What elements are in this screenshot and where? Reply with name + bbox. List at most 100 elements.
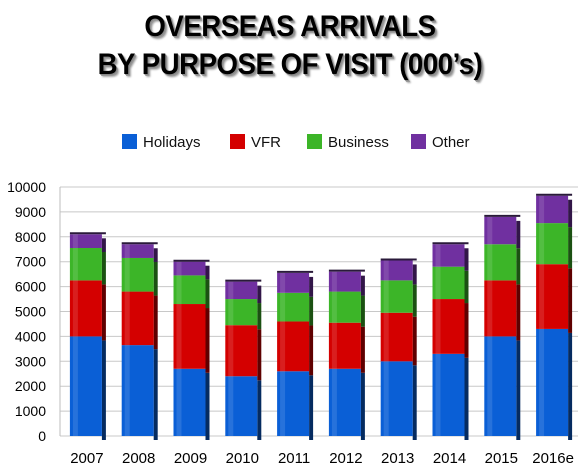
bar-highlight (435, 353, 441, 436)
legend-swatch (122, 134, 137, 149)
legend-label: VFR (251, 134, 281, 151)
bar-highlight (435, 244, 441, 267)
bar-side-business (516, 248, 521, 285)
legend-item-vfr: VFR (230, 134, 281, 151)
bar-highlight (228, 376, 234, 436)
bar-stack-2009 (173, 259, 210, 440)
bar-side-holidays (516, 340, 521, 440)
bar-side-vfr (464, 303, 469, 358)
y-tick-label: 3000 (15, 353, 46, 369)
bar-highlight (72, 234, 78, 249)
bar-highlight (539, 223, 545, 265)
y-tick-label: 10000 (7, 179, 46, 195)
bar-segment-vfr (277, 321, 310, 372)
bar-side-vfr (205, 308, 210, 373)
bar-segment-other (484, 216, 517, 245)
bar-side-business (101, 252, 106, 285)
bar-segment-vfr (121, 291, 154, 346)
bar-side-business (568, 227, 573, 269)
bar-highlight (176, 368, 182, 436)
bar-side-business (309, 296, 314, 326)
bar-segment-holidays (536, 328, 569, 436)
bar-highlight (176, 261, 182, 276)
bar-stack-2010 (225, 279, 262, 440)
bar-segment-vfr (380, 312, 413, 362)
bar-highlight (124, 345, 130, 436)
bar-stack-2007 (69, 232, 106, 440)
legend-item-business: Business (307, 134, 389, 151)
bar-segment-holidays (173, 368, 206, 436)
bar-highlight (383, 361, 389, 436)
x-tick-label: 2008 (122, 450, 155, 467)
bar-highlight (383, 280, 389, 313)
bar-side-vfr (309, 325, 314, 376)
bar-side-other (412, 264, 417, 285)
bar-side-other (568, 199, 573, 228)
bar-highlight (331, 322, 337, 369)
bar-highlight (228, 299, 234, 326)
bar-highlight (228, 325, 234, 377)
bar-highlight (435, 266, 441, 300)
legend-label: Other (432, 134, 470, 151)
bar-highlight (280, 371, 286, 436)
bar-segment-holidays (225, 376, 258, 436)
bar-stack-2012 (328, 269, 365, 440)
x-tick-label: 2012 (329, 450, 362, 467)
bar-segment-holidays (277, 371, 310, 436)
bar-segment-vfr (69, 280, 102, 337)
bar-side-holidays (309, 375, 314, 440)
x-tick-label: 2007 (70, 450, 103, 467)
bar-highlight (487, 216, 493, 245)
x-tick-label: 2010 (226, 450, 259, 467)
bar-side-other (516, 220, 521, 249)
bar-segment-holidays (484, 336, 517, 436)
bar-highlight (383, 260, 389, 281)
bar-stack-2008 (121, 242, 158, 440)
bar-side-business (257, 303, 262, 330)
bar-side-vfr (257, 329, 262, 381)
bar-side-holidays (464, 357, 469, 440)
legend-item-other: Other (411, 134, 470, 151)
bar-highlight (331, 291, 337, 323)
chart-legend: Holidays VFR Business Other (122, 134, 470, 151)
bar-side-vfr (412, 316, 417, 366)
y-tick-label: 9000 (15, 204, 46, 220)
bar-side-vfr (153, 295, 158, 350)
bar-side-vfr (516, 284, 521, 341)
x-tick-label: 2014 (433, 450, 466, 467)
bar-highlight (176, 304, 182, 369)
bar-highlight (435, 299, 441, 354)
y-tick-label: 6000 (15, 279, 46, 295)
bar-segment-vfr (173, 304, 206, 369)
bar-stack-2011 (277, 270, 314, 440)
x-tick-label: 2015 (485, 450, 518, 467)
bar-side-business (412, 284, 417, 317)
bar-side-business (205, 279, 210, 309)
bar-highlight (228, 281, 234, 300)
bar-highlight (72, 280, 78, 337)
bar-segment-other (121, 244, 154, 258)
bar-segment-business (484, 244, 517, 281)
bar-highlight (280, 321, 286, 372)
legend-swatch (230, 134, 245, 149)
legend-swatch (307, 134, 322, 149)
bar-highlight (383, 312, 389, 362)
bar-side-business (464, 270, 469, 304)
bar-side-other (360, 275, 365, 296)
bar-segment-holidays (69, 336, 102, 436)
bar-segment-other (328, 271, 361, 292)
y-tick-label: 7000 (15, 254, 46, 270)
bar-side-holidays (153, 349, 158, 440)
legend-label: Business (328, 134, 389, 151)
bar-stack-2015 (484, 214, 521, 440)
bar-segment-business (277, 292, 310, 322)
plot-area: 1000090008000700060005000400030002000100… (7, 179, 578, 467)
x-tick-label: 2011 (278, 450, 310, 467)
bar-segment-holidays (432, 353, 465, 436)
bar-side-other (257, 285, 262, 304)
bar-segment-vfr (328, 322, 361, 369)
bar-segment-other (432, 244, 465, 267)
bar-segment-vfr (225, 325, 258, 377)
bar-side-vfr (101, 284, 106, 341)
bar-highlight (124, 244, 130, 258)
